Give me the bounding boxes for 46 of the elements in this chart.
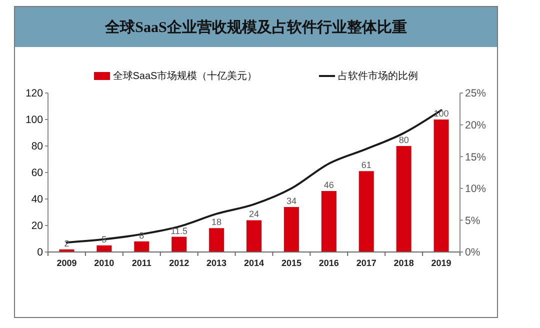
data-label: 5 — [102, 234, 107, 244]
x-tick-label: 2016 — [318, 258, 339, 268]
y-tick-label: 20 — [31, 220, 44, 232]
bar — [434, 120, 449, 252]
y2-tick-label: 15% — [465, 151, 486, 164]
x-tick-label: 2011 — [132, 258, 152, 268]
chart-title: 全球SaaS企业营收规模及占软件行业整体比重 — [105, 18, 407, 36]
legend-label: 占软件市场的比例 — [338, 70, 418, 83]
data-label: 24 — [249, 209, 260, 220]
bar — [321, 191, 336, 252]
y-tick-label: 100 — [25, 114, 44, 126]
y2-tick-label: 10% — [465, 183, 486, 196]
y-tick-label: 80 — [31, 140, 44, 153]
x-tick-label: 2018 — [394, 258, 414, 268]
bar — [96, 245, 112, 252]
x-tick-label: 2012 — [169, 258, 190, 268]
y2-tick-label: 20% — [465, 120, 486, 132]
data-label: 100 — [434, 108, 449, 118]
y2-tick-label: 0% — [465, 246, 480, 259]
bar — [209, 228, 224, 252]
bar — [172, 236, 187, 252]
y2-tick-label: 25% — [465, 88, 486, 100]
bar — [358, 171, 374, 252]
y-tick-label: 40 — [31, 194, 44, 206]
x-tick-label: 2017 — [356, 258, 376, 268]
y-tick-label: 0 — [37, 246, 44, 259]
x-tick-label: 2014 — [244, 258, 264, 268]
data-label: 18 — [212, 217, 222, 228]
y-tick-label: 60 — [31, 167, 44, 180]
x-tick-label: 2015 — [281, 258, 302, 268]
data-label: 46 — [324, 180, 334, 190]
data-label: 61 — [361, 160, 372, 170]
bar — [396, 146, 412, 252]
x-tick-label: 2013 — [206, 258, 227, 268]
x-tick-label: 2010 — [94, 258, 114, 268]
bar — [284, 206, 299, 252]
bar — [246, 220, 262, 252]
x-tick-label: 2009 — [56, 258, 77, 268]
data-label: 11.5 — [170, 226, 188, 236]
data-label: 34 — [286, 196, 296, 206]
x-tick-label: 2019 — [431, 258, 452, 268]
bar — [134, 241, 150, 252]
y2-tick-label: 5% — [465, 214, 480, 227]
data-label: 80 — [398, 135, 409, 145]
legend-label: 全球SaaS市场规模（十亿美元） — [112, 70, 258, 83]
y-tick-label: 120 — [25, 88, 44, 100]
